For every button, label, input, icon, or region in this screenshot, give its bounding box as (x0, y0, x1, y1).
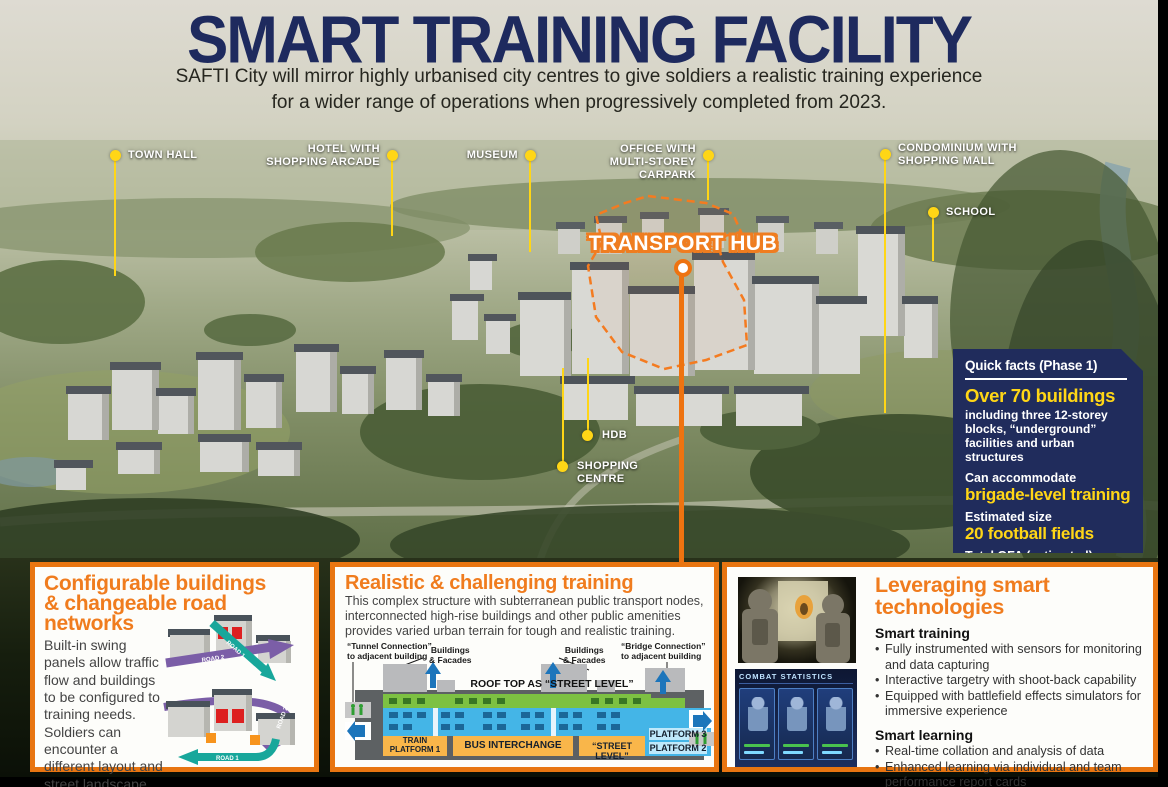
road-arrow-purple (165, 642, 273, 668)
subtitle-line2: for a wider range of operations when pro… (271, 92, 887, 114)
targetry-photo (738, 577, 856, 663)
pin-line-hdb (587, 358, 589, 436)
pin-dot-museum (525, 150, 536, 161)
person-icon (351, 704, 707, 744)
combat-statistics-dashboard: COMBAT STATISTICS (735, 669, 857, 767)
map-label-shopping-centre: SHOPPING CENTRE (577, 460, 639, 485)
platform2-label: PLATFORM 2 (649, 743, 707, 753)
pin-line-shopping-centre (562, 368, 564, 468)
pin-dot-shopping-centre (557, 461, 568, 472)
bus-interchange-label: BUS INTERCHANGE (464, 740, 562, 751)
subtitle-line1: SAFTI City will mirror highly urbanised … (175, 66, 983, 87)
fact-accommodate: brigade-level training (965, 484, 1131, 504)
dashboard-title: COMBAT STATISTICS (739, 672, 853, 684)
road2-label: ROAD 2 (201, 655, 225, 664)
frame-bottom (0, 777, 1168, 787)
fact-size: 20 football fields (965, 523, 1094, 543)
pin-dot-school (928, 207, 939, 218)
transport-hub-label: TRANSPORT HUB (588, 232, 778, 255)
soldier-stat-card (739, 688, 775, 760)
up-arrow-icon (425, 662, 671, 694)
transport-hub-outline (586, 194, 749, 371)
bullet: Interactive targetry with shoot-back cap… (875, 673, 1143, 689)
quick-facts-divider (965, 378, 1127, 380)
pin-dot-condominium (880, 149, 891, 160)
quick-facts-box: Quick facts (Phase 1) Over 70 buildings … (953, 349, 1143, 553)
pin-line-condominium (884, 157, 886, 413)
bullet: Enhanced learning via individual and tea… (875, 760, 1143, 787)
fact-buildings: Over 70 buildings (965, 385, 1116, 406)
frame-right (1158, 0, 1168, 787)
buildings-facades-label: Buildings & Facades (563, 645, 606, 665)
street-level-label: “STREET LEVEL” (591, 741, 632, 761)
map-label-office: OFFICE WITH MULTI-STOREY CARPARK (609, 143, 696, 181)
pin-dot-hdb (582, 430, 593, 441)
page-title: SMART TRAINING FACILITY (186, 3, 973, 78)
transport-hub-line (679, 276, 684, 564)
map-label-condominium: CONDOMINIUM WITH SHOPPING MALL (898, 142, 1017, 167)
bullet: Real-time collation and analysis of data (875, 744, 1143, 760)
building-cluster-left (54, 254, 516, 490)
pin-line-hotel (391, 158, 393, 236)
soldier-stat-card (817, 688, 853, 760)
platform3-label: PLATFORM 3 (649, 729, 707, 739)
bridge-connection-note: “Bridge Connection” to adjacent building (621, 641, 706, 661)
realistic-body: This complex structure with subterranean… (345, 594, 704, 638)
pin-line-school (932, 215, 934, 261)
fact-size-lead: Estimated size (965, 510, 1052, 525)
road-arrow-teal (209, 620, 269, 674)
map-label-hdb: HDB (602, 429, 628, 441)
configurable-body: Built-in swing panels allow traffic flow… (44, 636, 163, 787)
map-label-hotel: HOTEL WITH SHOPPING ARCADE (266, 143, 380, 168)
smart-training-list: Fully instrumented with sensors for moni… (875, 642, 1143, 720)
pin-dot-town-hall (110, 150, 121, 161)
fact-accommodate-lead: Can accommodate (965, 471, 1077, 486)
tunnel-connection-note: “Tunnel Connection” to adjacent building (347, 641, 432, 661)
building-iso-group (163, 689, 295, 765)
transport-hub-dot (674, 259, 692, 277)
pin-line-office (707, 158, 709, 200)
bullet: Fully instrumented with sensors for moni… (875, 642, 1143, 673)
pin-line-museum (529, 158, 531, 252)
smart-training-heading: Smart training (875, 625, 970, 641)
road1-label: ROAD 1 (216, 756, 239, 762)
map-label-school: SCHOOL (946, 206, 996, 218)
buildings-facades-label: Buildings & Facades (429, 645, 472, 665)
left-arrow-icon (347, 721, 365, 741)
fact-buildings-detail: including three 12-storey blocks, “under… (965, 407, 1108, 465)
rooftop-label: ROOF TOP AS “STREET LEVEL” (470, 678, 634, 690)
smart-learning-list: Real-time collation and analysis of data… (875, 744, 1143, 787)
smart-learning-heading: Smart learning (875, 727, 974, 744)
page-subtitle: SAFTI City will mirror highly urbanised … (0, 64, 1158, 116)
pin-dot-office (703, 150, 714, 161)
map-label-museum: MUSEUM (466, 149, 518, 161)
bullet: Equipped with battlefield effects simula… (875, 689, 1143, 720)
cross-section-diagram: “Tunnel Connection” to adjacent building… (345, 641, 714, 770)
smart-title: Leveraging smart technologies (875, 573, 1050, 619)
pin-line-town-hall (114, 158, 116, 276)
building-cluster-central (518, 226, 938, 426)
realistic-title: Realistic & challenging training (345, 572, 634, 594)
soldier-stat-card (778, 688, 814, 760)
building-cluster-distant (556, 208, 843, 254)
panel-smart-technologies: COMBAT STATISTICS Leveraging smart techn… (722, 562, 1158, 787)
configurable-title: Configurable buildings & changeable road… (44, 572, 267, 635)
quick-facts-title: Quick facts (Phase 1) (965, 358, 1098, 373)
right-arrow-icon (693, 711, 712, 731)
train-platform-label: TRAIN PLATFORM 1 (389, 736, 441, 754)
cross-section-art (345, 657, 714, 760)
panel-configurable: Configurable buildings & changeable road… (30, 562, 319, 787)
fact-gfa-lead: Total GFA (estimated) (965, 549, 1131, 553)
panel-realistic: Realistic & challenging training This co… (330, 562, 719, 772)
pin-dot-hotel (387, 150, 398, 161)
configurable-illustration: ROAD 2 ROAD 1 ROAD 1 ROAD 2 (163, 615, 295, 765)
map-label-town-hall: TOWN HALL (128, 149, 198, 161)
